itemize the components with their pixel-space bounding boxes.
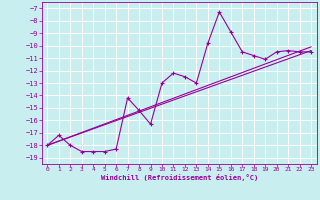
X-axis label: Windchill (Refroidissement éolien,°C): Windchill (Refroidissement éolien,°C) [100,174,258,181]
